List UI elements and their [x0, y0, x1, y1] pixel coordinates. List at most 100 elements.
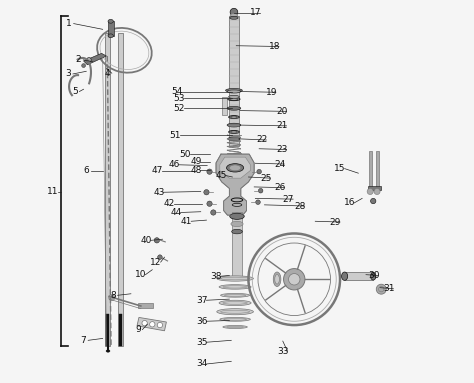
Text: 47: 47 [152, 166, 164, 175]
Text: 33: 33 [277, 347, 289, 355]
Ellipse shape [220, 293, 250, 297]
Bar [222, 97, 228, 115]
Ellipse shape [108, 20, 113, 23]
Text: 42: 42 [164, 199, 175, 208]
Text: 20: 20 [276, 107, 288, 116]
Circle shape [87, 57, 91, 62]
Text: 52: 52 [173, 104, 185, 113]
Text: 37: 37 [196, 296, 208, 305]
Bar [108, 21, 114, 36]
Text: 24: 24 [274, 160, 285, 169]
Ellipse shape [106, 350, 110, 352]
Circle shape [157, 322, 163, 328]
Circle shape [109, 295, 115, 301]
Bar [106, 314, 109, 346]
Ellipse shape [227, 90, 241, 93]
Text: 15: 15 [334, 164, 346, 173]
Bar [345, 272, 373, 280]
Circle shape [376, 284, 386, 294]
Ellipse shape [226, 88, 242, 92]
Text: 6: 6 [83, 166, 89, 175]
Text: 38: 38 [210, 272, 222, 281]
Ellipse shape [227, 123, 241, 127]
Ellipse shape [108, 34, 113, 38]
Bar [367, 186, 381, 190]
Ellipse shape [228, 137, 240, 141]
Circle shape [150, 322, 155, 327]
Bar [375, 151, 379, 188]
Polygon shape [216, 154, 254, 215]
Circle shape [257, 169, 262, 174]
Text: 18: 18 [269, 42, 280, 51]
Text: 12: 12 [150, 258, 162, 267]
Ellipse shape [275, 275, 279, 284]
Circle shape [374, 188, 380, 195]
Ellipse shape [217, 276, 254, 281]
Ellipse shape [227, 164, 244, 172]
Text: 30: 30 [368, 271, 379, 280]
Bar [229, 16, 239, 146]
Ellipse shape [230, 14, 238, 17]
Bar [118, 33, 123, 346]
Text: 40: 40 [140, 236, 152, 245]
Circle shape [367, 188, 373, 195]
Circle shape [142, 321, 147, 326]
Ellipse shape [342, 272, 347, 280]
Text: 1: 1 [66, 19, 72, 28]
Circle shape [289, 273, 300, 285]
Text: 10: 10 [135, 270, 146, 279]
Text: 51: 51 [169, 131, 181, 139]
Text: 4: 4 [104, 69, 110, 78]
Circle shape [210, 210, 216, 215]
Text: 23: 23 [276, 145, 288, 154]
Text: 43: 43 [153, 188, 164, 197]
Ellipse shape [273, 272, 281, 286]
Text: 9: 9 [135, 325, 141, 334]
Circle shape [258, 188, 263, 193]
Circle shape [255, 200, 260, 205]
Bar [369, 151, 373, 188]
Text: 28: 28 [294, 201, 306, 211]
Circle shape [154, 238, 160, 243]
Circle shape [158, 255, 162, 259]
Text: 3: 3 [65, 69, 71, 79]
Text: 46: 46 [168, 160, 180, 169]
Text: 41: 41 [181, 217, 192, 226]
Text: 54: 54 [171, 87, 182, 96]
Text: 2: 2 [76, 56, 82, 64]
Text: 21: 21 [276, 121, 288, 130]
Text: 34: 34 [196, 360, 208, 368]
Text: 49: 49 [190, 157, 201, 166]
Text: 22: 22 [256, 136, 267, 144]
Circle shape [207, 169, 212, 174]
Polygon shape [220, 157, 250, 178]
Ellipse shape [219, 285, 251, 289]
Text: 31: 31 [383, 284, 395, 293]
Text: 29: 29 [330, 218, 341, 226]
Polygon shape [137, 318, 166, 331]
Bar [138, 303, 153, 308]
Ellipse shape [227, 106, 241, 110]
Text: 45: 45 [215, 171, 227, 180]
Circle shape [207, 201, 212, 206]
Circle shape [204, 190, 209, 195]
Ellipse shape [220, 318, 250, 321]
Ellipse shape [230, 213, 244, 219]
Circle shape [371, 198, 376, 204]
Ellipse shape [223, 326, 247, 329]
Text: 7: 7 [81, 336, 86, 345]
Ellipse shape [217, 309, 254, 315]
Ellipse shape [371, 272, 376, 280]
Text: 48: 48 [190, 165, 201, 175]
Text: 44: 44 [170, 208, 182, 217]
Text: 35: 35 [196, 338, 208, 347]
Text: 17: 17 [250, 8, 261, 17]
Circle shape [230, 8, 238, 16]
Circle shape [82, 64, 85, 67]
Ellipse shape [230, 16, 238, 20]
Bar [119, 314, 122, 346]
Bar [105, 33, 110, 346]
Text: 5: 5 [72, 87, 78, 96]
Ellipse shape [228, 95, 239, 98]
Ellipse shape [229, 165, 241, 171]
